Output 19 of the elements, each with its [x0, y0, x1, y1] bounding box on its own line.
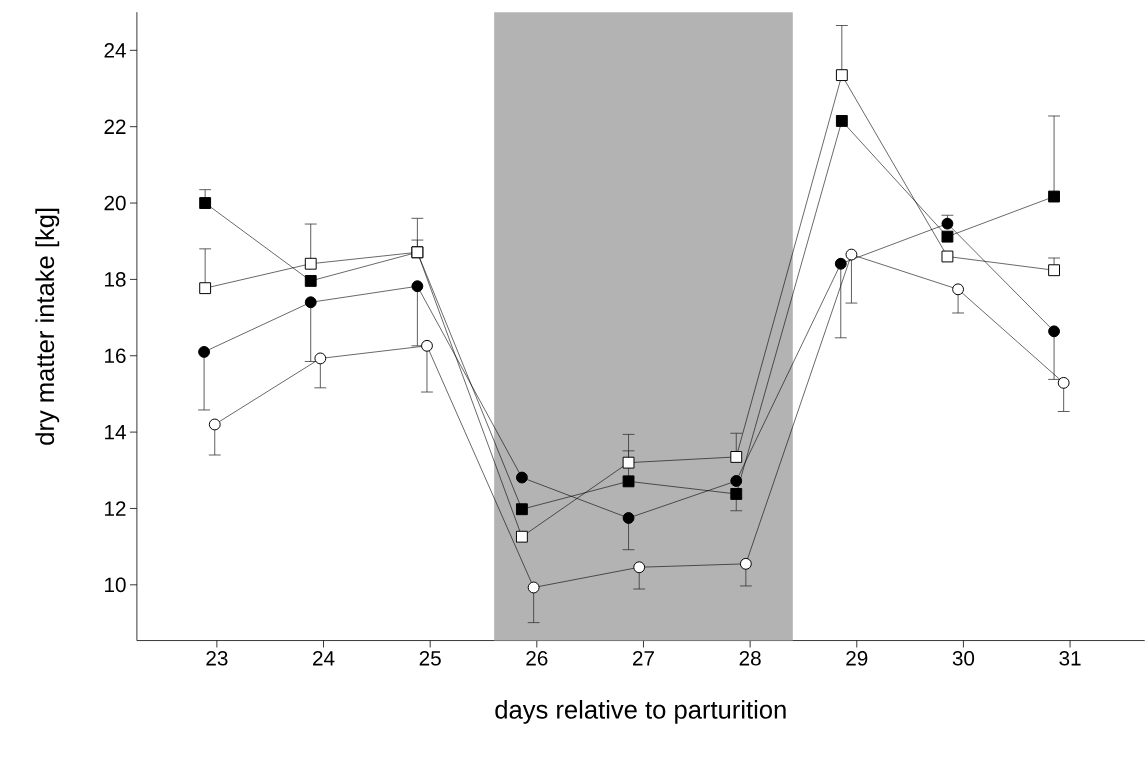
- x-tick-label: 25: [419, 651, 441, 666]
- y-tick-label: 24: [104, 43, 126, 58]
- x-tick-label: 26: [526, 651, 548, 666]
- x-axis-title: days relative to parturition: [495, 700, 786, 724]
- y-tick-label: 22: [104, 119, 126, 134]
- x-tick-label: 30: [952, 651, 975, 666]
- x-tick-label: 28: [739, 651, 761, 666]
- x-tick-label: 31: [1059, 651, 1081, 666]
- y-tick-label: 16: [105, 348, 126, 364]
- y-tick-label: 20: [104, 195, 126, 211]
- y-tick-label: 12: [105, 501, 126, 516]
- x-tick-label: 29: [846, 651, 868, 666]
- x-tick-label: 27: [633, 651, 654, 666]
- y-tick-label: 10: [105, 577, 126, 593]
- y-tick-label: 14: [105, 425, 126, 440]
- y-tick-label: 18: [105, 272, 126, 287]
- y-axis-title: dry matter intake [kg]: [35, 208, 60, 445]
- x-tick-label: 24: [313, 651, 335, 666]
- x-tick-label: 23: [206, 651, 228, 666]
